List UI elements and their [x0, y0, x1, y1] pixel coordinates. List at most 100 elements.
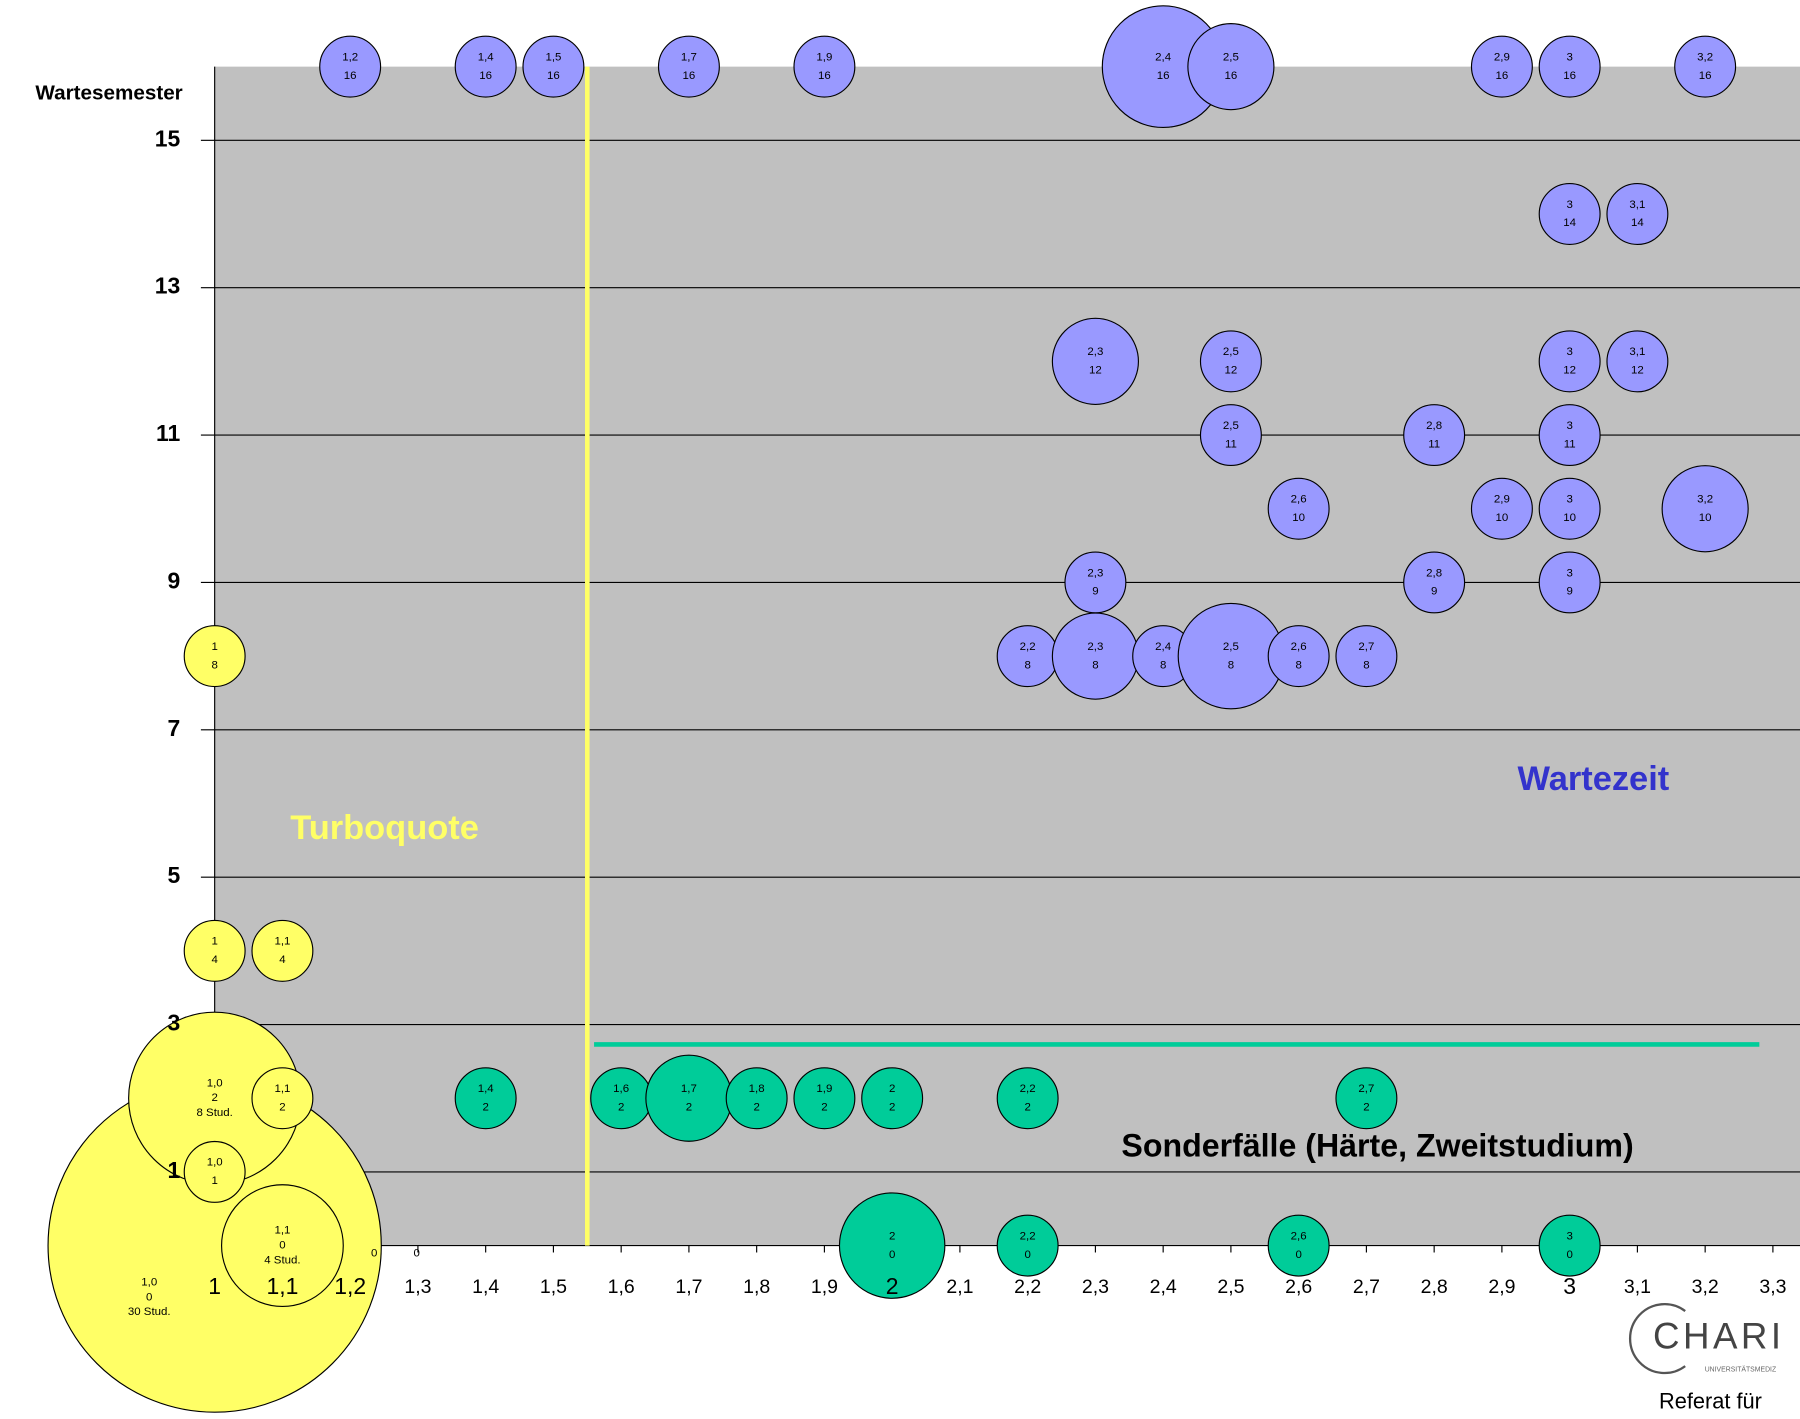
bubble-y-label: 14: [1563, 217, 1576, 229]
bubble-y-label: 8: [1295, 659, 1301, 671]
bubble: [861, 1067, 924, 1130]
bubble-x-label: 3,2: [1697, 494, 1713, 506]
bubble: [454, 1067, 517, 1130]
bubble-x-label: 1,1: [274, 1083, 290, 1095]
bubble-size-label: 8 Stud.: [196, 1107, 232, 1119]
bubble-x-label: 1,4: [478, 51, 495, 63]
bubble-y-label: 8: [1363, 659, 1369, 671]
bubble-x-label: 2,5: [1223, 51, 1239, 63]
x-tick-label: 2,3: [1082, 1276, 1109, 1298]
bubble: [590, 1067, 653, 1130]
bubble: [1335, 625, 1398, 688]
bubble-y-label: 16: [1563, 70, 1576, 82]
bubble-x-label: 2,4: [1155, 51, 1172, 63]
bubble-x-label: 3: [1566, 346, 1572, 358]
x-tick-label: 3,1: [1624, 1276, 1651, 1298]
bubble: [1267, 1214, 1330, 1277]
bubble: [454, 35, 517, 98]
bubble-x-label: 2,5: [1223, 641, 1239, 653]
bubble: [645, 1054, 733, 1142]
bubble: [1538, 551, 1601, 614]
bubble-x-label: 3: [1566, 1230, 1572, 1242]
x-tick-label: 1: [208, 1273, 221, 1299]
x-tick-label: 1,3: [404, 1276, 431, 1298]
bubble-x-label: 2,3: [1087, 346, 1103, 358]
bubble: [793, 35, 856, 98]
bubble-x-label: 2,2: [1020, 1230, 1036, 1242]
bubble-x-label: 2,3: [1087, 567, 1103, 579]
x-tick-label: 1,9: [811, 1276, 838, 1298]
x-tick-label: 2,1: [946, 1276, 973, 1298]
bubble: [1199, 404, 1262, 467]
bubble: [1335, 1067, 1398, 1130]
bubble-y-label: 16: [1699, 70, 1712, 82]
x-tick-label: 3,2: [1692, 1276, 1719, 1298]
series-label: Turboquote: [290, 809, 479, 847]
bubble-x-label: 3,1: [1629, 199, 1645, 211]
bubble-y-label: 9: [1092, 586, 1098, 598]
bubble-x-label: 2,5: [1223, 346, 1239, 358]
bubble-y-label: 9: [1431, 586, 1437, 598]
bubble: [1267, 625, 1330, 688]
bubble: [183, 625, 246, 688]
bubble: [1187, 23, 1275, 111]
x-tick-label: 2,8: [1421, 1276, 1448, 1298]
bubble: [1064, 551, 1127, 614]
bubble-y-label: 2: [821, 1101, 827, 1113]
bubble: [1538, 35, 1601, 98]
logo-sub: UNIVERSITÄTSMEDIZ: [1705, 1365, 1776, 1373]
bubble: [1538, 477, 1601, 540]
bubble: [183, 919, 246, 982]
bubble-y-label: 2: [686, 1101, 692, 1113]
bubble-x-label: 1: [211, 936, 217, 948]
bubble-x-label: 3: [1566, 567, 1572, 579]
bubble: [1606, 330, 1669, 393]
bubble-y-label: 11: [1428, 438, 1440, 450]
bubble: [1403, 404, 1466, 467]
bubble-y-label: 0: [146, 1291, 152, 1303]
bubble: [319, 35, 382, 98]
extra-label: 0: [414, 1248, 420, 1260]
y-tick-label: 3: [167, 1010, 180, 1036]
bubble-y-label: 1: [211, 1175, 217, 1187]
bubble-y-label: 0: [889, 1249, 895, 1261]
bubble-y-label: 10: [1563, 512, 1576, 524]
bubble-x-label: 3: [1566, 420, 1572, 432]
bubble-y-label: 2: [1024, 1101, 1030, 1113]
bubble-y-label: 16: [1157, 70, 1170, 82]
bubble: [657, 35, 720, 98]
logo-arc: [1628, 1303, 1686, 1375]
bubble: [793, 1067, 856, 1130]
logo-name: CHARI: [1653, 1315, 1784, 1356]
x-tick-label: 2: [886, 1273, 899, 1299]
bubble: [1267, 477, 1330, 540]
bubble: [522, 35, 585, 98]
x-tick-label: 1,5: [540, 1276, 567, 1298]
bubble: [1661, 465, 1749, 553]
y-tick-label: 9: [167, 567, 180, 593]
x-tick-label: 1,4: [472, 1276, 499, 1298]
bubble: [1199, 330, 1262, 393]
bubble-y-label: 16: [479, 70, 492, 82]
bubble-size-label: 30 Stud.: [128, 1306, 171, 1318]
bubble: [1051, 317, 1140, 405]
bubble-x-label: 3,1: [1629, 346, 1645, 358]
bubble: [1403, 551, 1466, 614]
x-tick-label: 2,4: [1150, 1276, 1177, 1298]
bubble-x-label: 1,0: [207, 1157, 223, 1169]
bubble-y-label: 0: [1295, 1249, 1301, 1261]
bubble-x-label: 3: [1566, 494, 1572, 506]
bubble-y-label: 0: [1566, 1249, 1572, 1261]
bubble-y-label: 12: [1631, 365, 1644, 377]
bubble-x-label: 1,0: [207, 1077, 223, 1089]
x-tick-label: 1,7: [675, 1276, 702, 1298]
series-label: Wartezeit: [1517, 760, 1669, 798]
bubble-x-label: 1,6: [613, 1083, 629, 1095]
bubble: [1538, 330, 1601, 393]
bubble-y-label: 12: [1225, 365, 1238, 377]
bubble-size-label: 4 Stud.: [264, 1255, 300, 1267]
y-tick-label: 1: [167, 1157, 180, 1183]
bubble-y-label: 12: [1089, 365, 1102, 377]
bubble: [183, 1140, 246, 1203]
bubble: [996, 1067, 1059, 1130]
